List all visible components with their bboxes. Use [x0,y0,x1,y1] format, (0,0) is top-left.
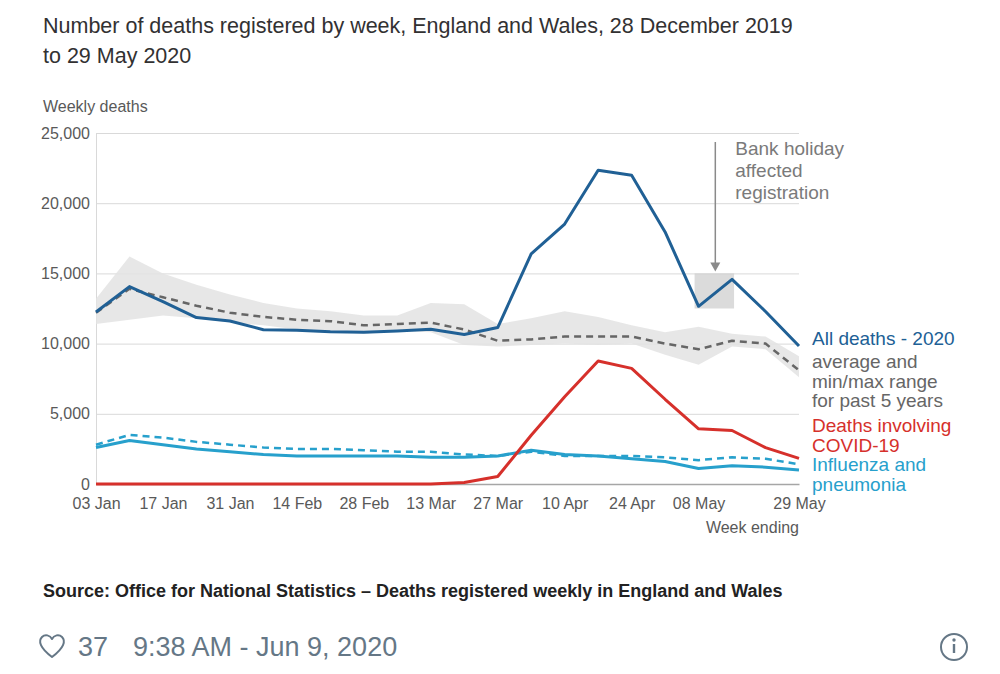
y-tick: 20,000 [41,195,799,212]
legend-label-line: COVID-19 [812,435,900,456]
series-line [96,289,799,370]
grid-line [96,414,799,415]
chart-title-line: Number of deaths registered by week, Eng… [43,14,799,38]
x-tick: 24 Apr [609,495,656,512]
annotation-text-line: registration [735,182,829,203]
y-tick-label: 15,000 [41,265,90,282]
legend-label-line: average and [812,351,923,372]
x-tick-label: 13 Mar [406,495,456,512]
y-tick-label: 25,000 [41,125,90,142]
x-tick: 13 Mar [406,495,456,512]
series-line [96,440,799,469]
grid-line [96,133,799,134]
source-note: Source: Office for National Statistics –… [43,581,783,601]
x-tick: 29 May [773,495,825,512]
x-tick-label: 10 Apr [542,495,589,512]
y-tick-label: 5,000 [50,405,90,422]
x-tick-label: 17 Jan [139,495,187,512]
legend: All deaths - 2020average and min/max ran… [812,328,957,495]
chart-container: Number of deaths registered by week, Eng… [0,0,1000,674]
info-icon[interactable] [941,634,967,660]
info-icon-dot [952,638,955,641]
x-tick-label: 24 Apr [609,495,656,512]
series-line [96,170,799,346]
annotation-text-line: Bank holiday [735,138,849,159]
x-tick-label: 27 Mar [473,495,523,512]
x-tick: 31 Jan [206,495,254,512]
info-icon-ring [941,634,967,660]
x-tick: 03 Jan [72,495,120,512]
x-tick-label: 08 May [673,495,725,512]
info-icon-stem [953,644,955,653]
annotation-text: Bank holiday affected registration [735,138,849,203]
chart-svg: Number of deaths registered by week, Eng… [0,0,1000,674]
chart-title: Number of deaths registered by week, Eng… [43,14,799,68]
legend-label-line: for past 5 years [812,390,943,411]
grid-line [96,203,799,204]
annotation-arrow [715,142,717,264]
y-axis: 0 5,000 10,000 15,000 20,000 25,000 [41,125,799,493]
x-axis: 03 Jan 17 Jan 31 Jan 14 Feb 28 Feb 13 Mar 27 M… [72,485,825,513]
chart-title-line: to 29 May 2020 [43,44,191,68]
x-axis-title: Week ending [706,519,799,536]
legend-label-line: Influenza and [812,454,931,475]
x-tick-label: 28 Feb [339,495,389,512]
annotation-arrowhead [710,262,720,271]
y-axis-title: Weekly deaths [43,98,148,115]
like-icon[interactable] [40,635,64,657]
x-tick: 17 Jan [139,495,187,512]
legend-label: All deaths - 2020 [812,328,955,349]
x-tick-label: 14 Feb [272,495,322,512]
x-tick: 14 Feb [272,495,322,512]
legend-label: average and min/max range for past 5 yea… [812,351,943,411]
legend-label-line: All deaths - 2020 [812,328,955,349]
tweet-timestamp[interactable]: 9:38 AM - Jun 9, 2020 [133,632,397,662]
y-tick-label: 20,000 [41,195,90,212]
x-tick-label: 03 Jan [72,495,120,512]
series-line [96,361,799,484]
y-tick-label: 10,000 [41,335,90,352]
like-count: 37 [78,632,108,662]
plot-area [96,170,799,484]
x-tick: 10 Apr [542,495,589,512]
legend-label-line: pneumonia [812,474,906,495]
grid-line [96,273,799,274]
legend-label-line: min/max range [812,371,943,392]
x-tick-label: 31 Jan [206,495,254,512]
legend-label: Influenza and pneumonia [812,454,931,495]
x-tick: 27 Mar [473,495,523,512]
y-tick: 25,000 [41,125,799,142]
y-tick-label: 0 [81,476,90,493]
annotation: Bank holiday affected registration [710,138,849,271]
x-tick: 08 May [673,495,725,512]
legend-label-line: Deaths involving [812,415,957,436]
annotation-text-line: affected [735,160,808,181]
x-tick-label: 29 May [773,495,825,512]
x-tick: 28 Feb [339,495,389,512]
legend-label: Deaths involving COVID-19 [812,415,957,456]
tweet-footer: 37 9:38 AM - Jun 9, 2020 [40,632,967,662]
